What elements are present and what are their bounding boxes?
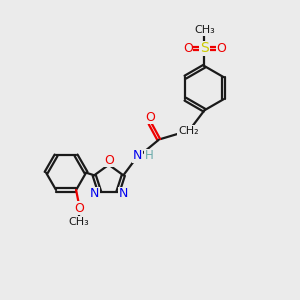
Text: N: N <box>118 188 128 200</box>
Text: O: O <box>146 110 155 124</box>
Text: O: O <box>216 42 226 55</box>
Text: S: S <box>200 41 209 56</box>
Text: H: H <box>145 149 154 162</box>
Text: N: N <box>133 149 142 162</box>
Text: O: O <box>183 42 193 55</box>
Text: CH₃: CH₃ <box>194 25 215 35</box>
Text: CH₂: CH₂ <box>178 126 199 136</box>
Text: CH₃: CH₃ <box>69 217 89 226</box>
Text: O: O <box>74 202 84 215</box>
Text: O: O <box>104 154 114 166</box>
Text: N: N <box>90 188 99 200</box>
